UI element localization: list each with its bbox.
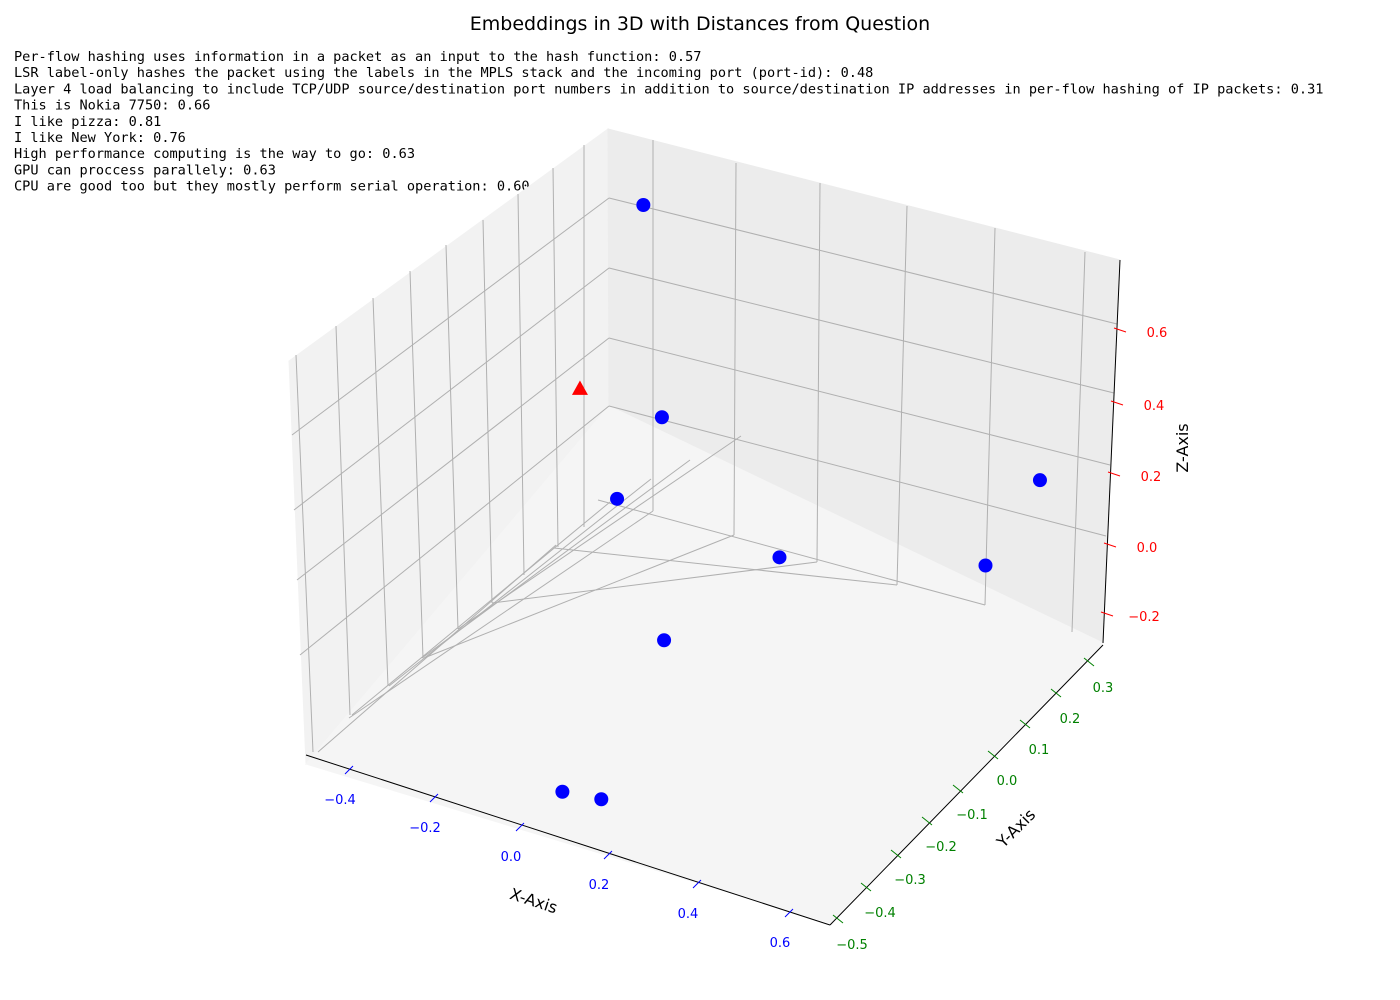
y-tick-mark	[860, 882, 872, 892]
x-tick-mark	[344, 765, 354, 775]
embedding-point	[610, 491, 625, 506]
z-axis-label: Z-Axis	[1173, 423, 1192, 472]
annotation-list: Per-flow hashing uses information in a p…	[14, 49, 1323, 195]
y-tick-label: −0.1	[956, 808, 988, 823]
y-tick-label: −0.5	[836, 938, 868, 953]
x-tick-label: 0.0	[501, 850, 522, 865]
x-axis-line	[305, 754, 831, 926]
annotation-line: High performance computing is the way to…	[14, 146, 415, 162]
z-tick-label: 0.6	[1147, 326, 1168, 341]
x-tick-mark	[429, 793, 439, 803]
y-tick-mark	[1083, 657, 1095, 667]
x-tick-label: −0.4	[324, 793, 356, 808]
z-tick-label: 0.2	[1141, 470, 1162, 485]
annotation-line: I like New York: 0.76	[14, 130, 186, 146]
pane-group	[288, 128, 1121, 924]
tick-group: −0.4 −0.2 0.0 0.2 0.4 0.6 −0.5 −0.4 −0.3 −0.2 −0.1…	[324, 326, 1167, 953]
chart-title: Embeddings in 3D with Distances from Que…	[470, 13, 930, 35]
annotation-line: Per-flow hashing uses information in a p…	[14, 49, 701, 65]
x-tick-label: 0.6	[770, 936, 791, 951]
z-tick-label: −0.2	[1128, 610, 1160, 625]
question-point	[571, 380, 588, 395]
x-tick-mark	[784, 908, 794, 918]
annotation-line: Layer 4 load balancing to include TCP/UD…	[14, 81, 1323, 97]
annotation-line: GPU can proccess parallely: 0.63	[14, 162, 276, 178]
embedding-point	[1032, 473, 1047, 488]
y-tick-label: −0.4	[864, 906, 896, 921]
z-tick-mark	[1107, 471, 1121, 477]
embedding-point	[657, 633, 672, 648]
z-tick-mark	[1113, 327, 1127, 333]
x-tick-mark	[515, 822, 525, 832]
y-tick-mark	[1019, 719, 1031, 729]
y-tick-label: 0.0	[997, 774, 1018, 789]
axis-lines	[305, 259, 1121, 926]
x-axis-label: X-Axis	[508, 884, 560, 917]
gridlines	[291, 140, 1118, 753]
embedding-point	[772, 550, 787, 565]
y-tick-label: 0.3	[1093, 681, 1114, 696]
z-axis-line	[1102, 259, 1121, 644]
y-tick-mark	[921, 816, 933, 826]
annotation-line: I like pizza: 0.81	[14, 114, 161, 130]
x-tick-mark	[692, 879, 702, 889]
annotation-line: LSR label-only hashes the packet using t…	[14, 65, 873, 81]
z-tick-label: 0.4	[1144, 399, 1165, 414]
z-tick-mark	[1110, 400, 1124, 406]
y-tick-mark	[832, 914, 844, 924]
y-axis-label: Y-Axis	[992, 805, 1039, 852]
x-tick-label: 0.2	[589, 878, 610, 893]
y-tick-label: −0.2	[925, 840, 957, 855]
embedding-point	[555, 784, 570, 799]
data-points	[555, 198, 1047, 807]
y-tick-label: −0.3	[894, 873, 926, 888]
z-tick-mark	[1100, 611, 1114, 617]
embedding-point	[978, 558, 993, 573]
y-tick-label: 0.2	[1060, 712, 1081, 727]
embedding-point	[654, 410, 669, 425]
z-tick-label: 0.0	[1137, 541, 1158, 556]
y-tick-label: 0.1	[1029, 743, 1050, 758]
y-tick-mark	[952, 784, 964, 794]
x-tick-label: −0.2	[409, 821, 441, 836]
annotation-line: This is Nokia 7750: 0.66	[14, 98, 210, 114]
z-tick-mark	[1103, 542, 1117, 548]
embedding-point	[594, 792, 609, 807]
annotation-line: CPU are good too but they mostly perform…	[14, 179, 530, 195]
y-axis-line	[829, 644, 1104, 926]
x-tick-mark	[603, 850, 613, 860]
embedding-point	[636, 198, 651, 212]
x-tick-label: 0.4	[678, 907, 699, 922]
y-tick-mark	[1050, 688, 1062, 698]
y-tick-mark	[890, 849, 902, 859]
y-tick-mark	[987, 750, 999, 760]
